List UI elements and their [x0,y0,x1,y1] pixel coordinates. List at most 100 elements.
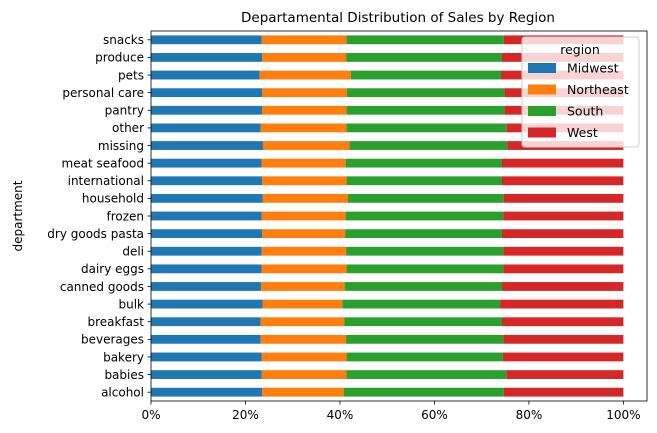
bar-northeast-snacks [261,35,347,45]
bar-west-dry-goods-pasta [501,229,624,239]
x-tick-label: 40% [327,408,354,422]
bar-northeast-pets [259,70,351,80]
bar-south-babies [346,370,507,379]
bar-midwest-bulk [151,299,263,309]
bar-south-deli [346,246,504,256]
bar-west-beverages [503,334,624,344]
bar-midwest-dry-goods-pasta [151,229,263,239]
bar-west-bulk [500,299,624,309]
legend-swatch-west [528,127,556,138]
bar-west-frozen [503,211,624,221]
legend-label-south: South [567,104,603,119]
y-tick-label: pantry [105,104,144,118]
bar-south-other [346,123,507,133]
bar-midwest-meat-seafood [151,158,262,168]
bar-south-missing [349,141,508,150]
bar-west-international [501,176,624,186]
bar-midwest-babies [151,370,262,379]
bar-south-canned-goods [344,282,502,291]
bar-west-dairy-eggs [503,264,624,274]
y-tick-label: missing [98,139,144,153]
legend-swatch-northeast [528,84,556,95]
bar-northeast-household [262,193,348,203]
bar-south-produce [346,53,502,62]
y-tick-label: babies [104,368,144,382]
y-tick-label: household [82,192,144,206]
bar-midwest-bakery [151,352,262,362]
bar-midwest-international [151,176,263,186]
legend-swatch-south [528,106,556,116]
bar-northeast-other [260,123,347,133]
legend-label-west: West [567,125,598,140]
y-tick-label: meat seafood [62,156,144,170]
y-ticks-group: alcohol babies bakery beverages breakfast bul… [47,33,151,399]
bar-west-deli [503,246,624,256]
bar-west-bakery [502,352,624,362]
bar-midwest-household [151,193,263,203]
y-tick-label: dairy eggs [81,262,144,276]
bar-midwest-produce [151,53,263,62]
y-tick-label: breakfast [87,315,144,329]
bar-south-bakery [346,352,503,362]
chart-title: Departamental Distribution of Sales by R… [241,10,555,26]
bar-northeast-dry-goods-pasta [262,229,346,239]
y-tick-label: produce [95,51,144,65]
bar-south-dry-goods-pasta [345,229,502,239]
y-axis-label: department [11,180,25,251]
bar-northeast-beverages [260,334,347,344]
y-tick-label: deli [122,245,144,259]
bar-northeast-breakfast [260,317,345,327]
bar-south-international [346,176,502,186]
bar-northeast-bakery [261,352,347,362]
bar-south-snacks [346,35,504,45]
y-tick-label: personal care [62,86,144,100]
bar-midwest-snacks [151,35,262,45]
legend-items: Midwest Northeast South West [528,61,629,140]
bar-south-dairy-eggs [346,264,504,274]
bar-midwest-canned-goods [151,282,262,291]
bar-midwest-deli [151,246,262,256]
bar-midwest-personal-care [151,88,263,98]
bar-south-household [347,193,504,203]
y-tick-label: pets [118,68,144,82]
y-tick-label: alcohol [101,385,144,399]
bar-northeast-frozen [261,211,346,221]
bar-northeast-personal-care [262,88,348,98]
y-tick-label: snacks [103,33,144,47]
bar-midwest-dairy-eggs [151,264,262,274]
legend: region Midwest Northeast South West [521,36,640,148]
bar-northeast-alcohol [262,387,344,397]
bar-south-bulk [342,299,501,309]
bar-midwest-breakfast [151,317,261,327]
x-tick-label: 80% [516,408,543,422]
bar-south-breakfast [344,317,502,327]
legend-swatch-midwest [528,63,556,73]
bar-northeast-pantry [262,105,347,115]
x-tick-label: 60% [421,408,448,422]
bar-midwest-pets [151,70,260,80]
bar-northeast-missing [262,141,350,150]
bar-midwest-pantry [151,105,263,115]
y-tick-label: canned goods [60,280,144,294]
x-tick-label: 100% [606,408,640,422]
bar-midwest-frozen [151,211,262,221]
bar-northeast-babies [261,370,347,379]
bar-midwest-other [151,123,261,133]
bar-midwest-missing [151,141,263,150]
bar-northeast-deli [261,246,347,256]
bar-northeast-canned-goods [261,282,345,291]
plot-frame [150,30,648,402]
y-tick-label: other [112,121,144,135]
bar-west-babies [506,370,624,379]
bar-south-alcohol [343,387,504,397]
y-tick-label: beverages [81,333,144,347]
y-tick-label: bulk [118,297,144,311]
y-tick-label: frozen [106,209,144,223]
bar-northeast-produce [262,53,347,62]
bar-west-alcohol [503,387,624,397]
bar-northeast-international [262,176,347,186]
bar-south-frozen [345,211,504,221]
x-tick-label: 0% [141,408,160,422]
bar-midwest-alcohol [151,387,263,397]
